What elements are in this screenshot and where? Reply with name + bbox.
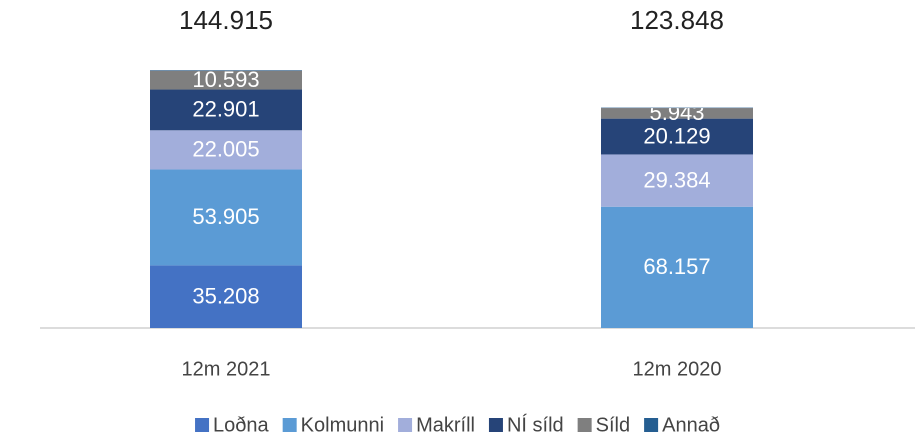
- bar-segment: [150, 265, 302, 328]
- total-label: 144.915: [179, 5, 273, 35]
- x-tick-label: 12m 2020: [633, 358, 722, 380]
- x-tick-label: 12m 2021: [182, 358, 271, 380]
- data-label: 20.129: [643, 123, 710, 148]
- legend-swatch: [195, 418, 210, 432]
- bar-segment: [150, 169, 302, 266]
- legend-item: Kolmunni: [282, 414, 384, 436]
- legend-swatch: [488, 418, 503, 432]
- data-label: 22.901: [192, 97, 259, 122]
- legend-label: Loðna: [213, 414, 269, 436]
- legend-label: Síld: [596, 414, 630, 436]
- data-label: 5.943: [649, 100, 704, 125]
- bar-segment: [601, 154, 753, 207]
- legend-label: NÍ síld: [507, 413, 564, 436]
- legend-item: Loðna: [195, 414, 270, 436]
- legend-swatch: [644, 418, 659, 432]
- bar-segment: [150, 89, 302, 131]
- legend-item: Síld: [577, 414, 630, 436]
- bar-segment: [150, 130, 302, 170]
- legend-item: Makríll: [398, 414, 475, 436]
- legend-swatch: [577, 418, 592, 432]
- data-label: 53.905: [192, 204, 259, 229]
- legend-item: NÍ síld: [488, 413, 564, 436]
- data-label: 10.593: [192, 67, 259, 92]
- legend-label: Kolmunni: [301, 414, 384, 436]
- legend-swatch: [282, 418, 297, 432]
- legend-label: Makríll: [416, 414, 475, 436]
- bar-segment: [150, 70, 302, 71]
- data-label: 68.157: [643, 254, 710, 279]
- legend-item: Annað: [644, 414, 720, 436]
- data-label: 35.208: [192, 283, 259, 308]
- data-label: 29.384: [643, 167, 710, 192]
- legend-label: Annað: [662, 414, 720, 436]
- data-label: 22.005: [192, 137, 259, 162]
- bar-segment: [601, 206, 753, 328]
- bar-segment: [601, 108, 753, 119]
- bar-segment: [150, 70, 302, 90]
- bar-segment: [601, 118, 753, 155]
- total-label: 123.848: [630, 5, 724, 35]
- legend-swatch: [398, 418, 413, 432]
